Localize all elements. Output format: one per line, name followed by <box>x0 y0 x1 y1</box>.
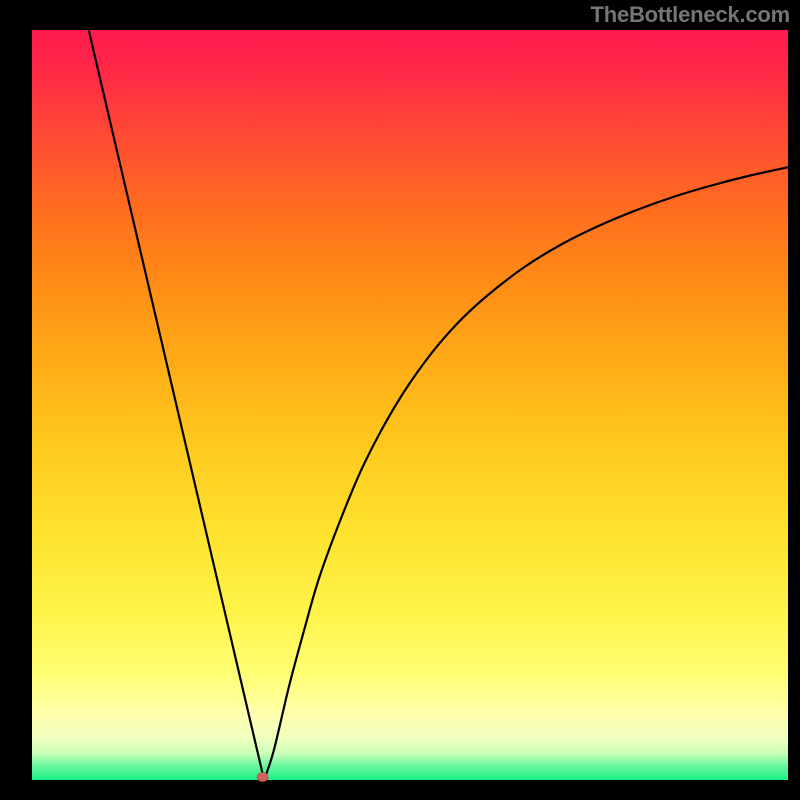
gradient-background <box>32 30 788 780</box>
chart-container: TheBottleneck.com <box>0 0 800 800</box>
watermark-text: TheBottleneck.com <box>590 2 790 28</box>
plot-area <box>0 0 800 800</box>
optimal-point-marker <box>257 773 268 782</box>
chart-svg <box>0 0 800 800</box>
